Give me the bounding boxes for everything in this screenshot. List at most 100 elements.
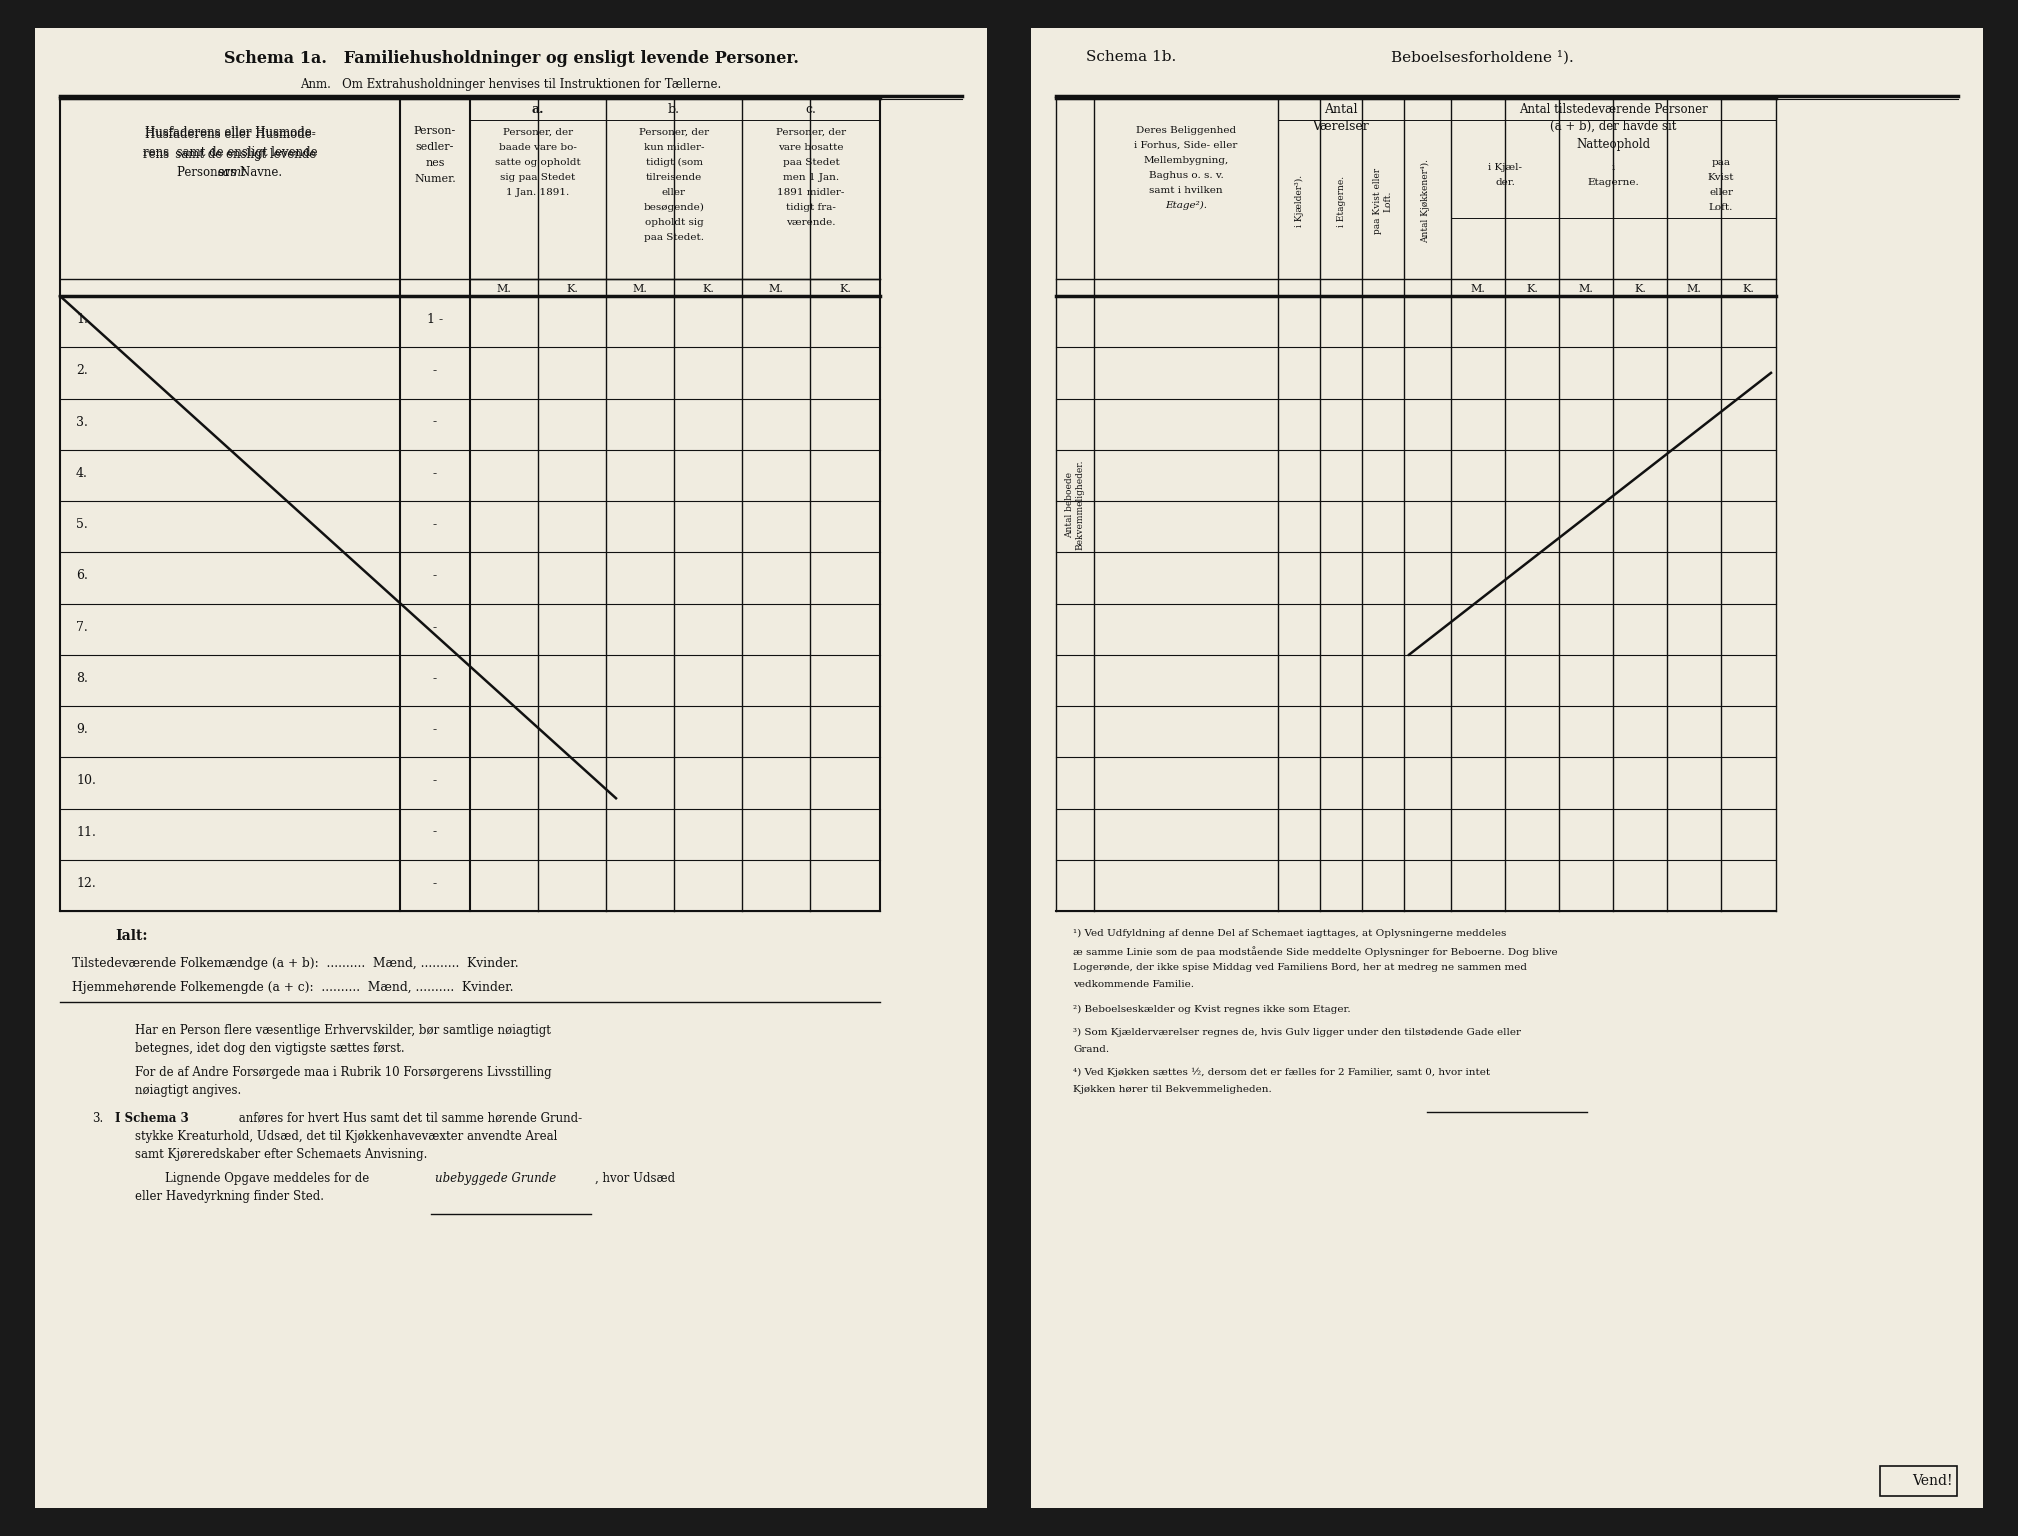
Bar <box>1031 28 1984 1508</box>
Text: Kvist: Kvist <box>1707 174 1733 181</box>
Text: anføres for hvert Hus samt det til samme hørende Grund-: anføres for hvert Hus samt det til samme… <box>234 1112 581 1124</box>
Text: Kjøkken hører til Bekvemmeligheden.: Kjøkken hører til Bekvemmeligheden. <box>1074 1084 1271 1094</box>
Text: c.: c. <box>805 103 817 117</box>
Text: paa Stedet.: paa Stedet. <box>644 233 704 243</box>
Text: 9.: 9. <box>77 723 87 736</box>
Text: paa Kvist eller
Loft.: paa Kvist eller Loft. <box>1374 167 1392 233</box>
Text: Logerønde, der ikke spise Middag ved Familiens Bord, her at medreg ne sammen med: Logerønde, der ikke spise Middag ved Fam… <box>1074 963 1528 972</box>
Text: Natteophold: Natteophold <box>1576 138 1651 151</box>
Text: samt i hvilken: samt i hvilken <box>1148 186 1223 195</box>
Text: satte og opholdt: satte og opholdt <box>494 158 581 167</box>
Text: besøgende): besøgende) <box>644 203 704 212</box>
Text: ¹) Ved Udfyldning af denne Del af Schemaet iagttages, at Oplysningerne meddeles: ¹) Ved Udfyldning af denne Del af Schema… <box>1074 929 1505 938</box>
Text: For de af Andre Forsørgede maa i Rubrik 10 Forsørgerens Livsstilling: For de af Andre Forsørgede maa i Rubrik … <box>135 1066 551 1078</box>
Text: 3.: 3. <box>93 1112 103 1124</box>
Text: a.: a. <box>533 103 545 117</box>
Text: -: - <box>434 364 438 378</box>
Bar <box>987 28 1031 1508</box>
Text: 11.: 11. <box>77 826 97 839</box>
Text: -: - <box>434 826 438 839</box>
Text: i: i <box>1612 163 1614 172</box>
Text: Vend!: Vend! <box>1913 1475 1953 1488</box>
Text: -: - <box>434 723 438 736</box>
Text: 8.: 8. <box>77 671 89 685</box>
Text: 10.: 10. <box>77 774 97 788</box>
Text: -: - <box>434 467 438 479</box>
Text: K.: K. <box>1635 284 1647 293</box>
Text: Hjemmehørende Folkemengde (a + c):  ..........  Mænd, ..........  Kvinder.: Hjemmehørende Folkemengde (a + c): .....… <box>73 982 513 994</box>
Text: (a + b), der havde sit: (a + b), der havde sit <box>1550 120 1677 134</box>
Text: Antal beboede
Bekvemmeligheder.: Antal beboede Bekvemmeligheder. <box>1066 459 1086 550</box>
Text: i Kjælder³).: i Kjælder³). <box>1294 175 1304 227</box>
Text: , hvor Udsæd: , hvor Udsæd <box>595 1172 676 1184</box>
Text: 4.: 4. <box>77 467 89 479</box>
Text: paa: paa <box>1711 158 1731 167</box>
Text: 5.: 5. <box>77 518 87 531</box>
Text: M.: M. <box>1687 284 1701 293</box>
Text: rens  samt de ensligt levende: rens samt de ensligt levende <box>143 146 317 160</box>
Text: Tilstedeværende Folkemændge (a + b):  ..........  Mænd, ..........  Kvinder.: Tilstedeværende Folkemændge (a + b): ...… <box>73 957 519 971</box>
Text: tilreisende: tilreisende <box>646 174 702 181</box>
Text: Husfaderens eller Husmode-: Husfaderens eller Husmode- <box>145 126 315 138</box>
Text: eller Havedyrkning finder Sted.: eller Havedyrkning finder Sted. <box>135 1190 325 1203</box>
Text: nes: nes <box>426 158 444 167</box>
Text: Baghus o. s. v.: Baghus o. s. v. <box>1148 170 1223 180</box>
Text: Schema 1a.   Familiehusholdninger og ensligt levende Personer.: Schema 1a. Familiehusholdninger og ensli… <box>224 51 799 68</box>
Text: opholdt sig: opholdt sig <box>644 218 704 227</box>
Text: Schema 1b.: Schema 1b. <box>1086 51 1176 65</box>
Text: vare bosatte: vare bosatte <box>779 143 844 152</box>
Text: Loft.: Loft. <box>1709 203 1733 212</box>
Text: 1891 midler-: 1891 midler- <box>777 187 846 197</box>
Text: -: - <box>434 416 438 429</box>
Text: -: - <box>434 621 438 634</box>
Text: Beboelsesforholdene ¹).: Beboelsesforholdene ¹). <box>1390 51 1574 65</box>
Text: M.: M. <box>1578 284 1594 293</box>
Text: tidigt (som: tidigt (som <box>646 158 702 167</box>
Text: samt Kjøreredskaber efter Schemaets Anvisning.: samt Kjøreredskaber efter Schemaets Anvi… <box>135 1147 428 1161</box>
Text: -: - <box>434 671 438 685</box>
Text: Har en Person flere væsentlige Erhvervskilder, bør samtlige nøiagtigt: Har en Person flere væsentlige Erhvervsk… <box>135 1025 551 1037</box>
Text: kun midler-: kun midler- <box>644 143 704 152</box>
Text: Anm.   Om Extrahusholdninger henvises til Instruktionen for Tællerne.: Anm. Om Extrahusholdninger henvises til … <box>301 78 722 91</box>
Text: sig paa Stedet: sig paa Stedet <box>500 174 575 181</box>
Text: -: - <box>434 570 438 582</box>
Text: M.: M. <box>632 284 648 293</box>
Text: Personer, der: Personer, der <box>640 127 708 137</box>
Text: K.: K. <box>567 284 577 293</box>
Text: 12.: 12. <box>77 877 95 889</box>
Text: Etagerne.: Etagerne. <box>1586 178 1639 187</box>
Text: Værelser: Værelser <box>1312 120 1370 134</box>
Text: M.: M. <box>769 284 783 293</box>
Text: 2.: 2. <box>77 364 87 378</box>
Text: rens  samt de ensligt levende: rens samt de ensligt levende <box>143 147 317 161</box>
Text: K.: K. <box>839 284 852 293</box>
Text: -: - <box>434 877 438 889</box>
Text: betegnes, idet dog den vigtigste sættes først.: betegnes, idet dog den vigtigste sættes … <box>135 1041 406 1055</box>
Text: værende.: værende. <box>787 218 835 227</box>
Text: eller: eller <box>1709 187 1733 197</box>
Text: i Etagerne.: i Etagerne. <box>1336 175 1346 227</box>
Text: M.: M. <box>1471 284 1485 293</box>
Text: sedler-: sedler- <box>416 141 454 152</box>
Text: Personers Navne.: Personers Navne. <box>178 166 283 180</box>
Text: K.: K. <box>702 284 714 293</box>
Text: ²) Beboelseskælder og Kvist regnes ikke som Etager.: ²) Beboelseskælder og Kvist regnes ikke … <box>1074 1005 1350 1014</box>
Text: ³) Som Kjælderværelser regnes de, hvis Gulv ligger under den tilstødende Gade el: ³) Som Kjælderværelser regnes de, hvis G… <box>1074 1028 1522 1037</box>
Text: æ samme Linie som de paa modstående Side meddelte Oplysninger for Beboerne. Dog : æ samme Linie som de paa modstående Side… <box>1074 946 1558 957</box>
Text: tidigt fra-: tidigt fra- <box>787 203 835 212</box>
Text: M.: M. <box>496 284 511 293</box>
Text: vedkommende Familie.: vedkommende Familie. <box>1074 980 1195 989</box>
Text: ubebyggede Grunde: ubebyggede Grunde <box>436 1172 557 1184</box>
Text: samt: samt <box>218 166 246 180</box>
Text: Husfaderens eller Husmode-: Husfaderens eller Husmode- <box>145 127 315 141</box>
Text: Ialt:: Ialt: <box>115 929 147 943</box>
Text: Antal: Antal <box>1324 103 1358 117</box>
Text: Antal tilstedeværende Personer: Antal tilstedeværende Personer <box>1520 103 1707 117</box>
Text: Person-: Person- <box>414 126 456 137</box>
Text: 1.: 1. <box>77 313 89 326</box>
Text: eller: eller <box>662 187 686 197</box>
Text: b.: b. <box>668 103 680 117</box>
Text: Personer, der: Personer, der <box>777 127 846 137</box>
Bar <box>34 28 987 1508</box>
Text: stykke Kreaturhold, Udsæd, det til Kjøkkenhavevæxter anvendte Areal: stykke Kreaturhold, Udsæd, det til Kjøkk… <box>135 1130 557 1143</box>
